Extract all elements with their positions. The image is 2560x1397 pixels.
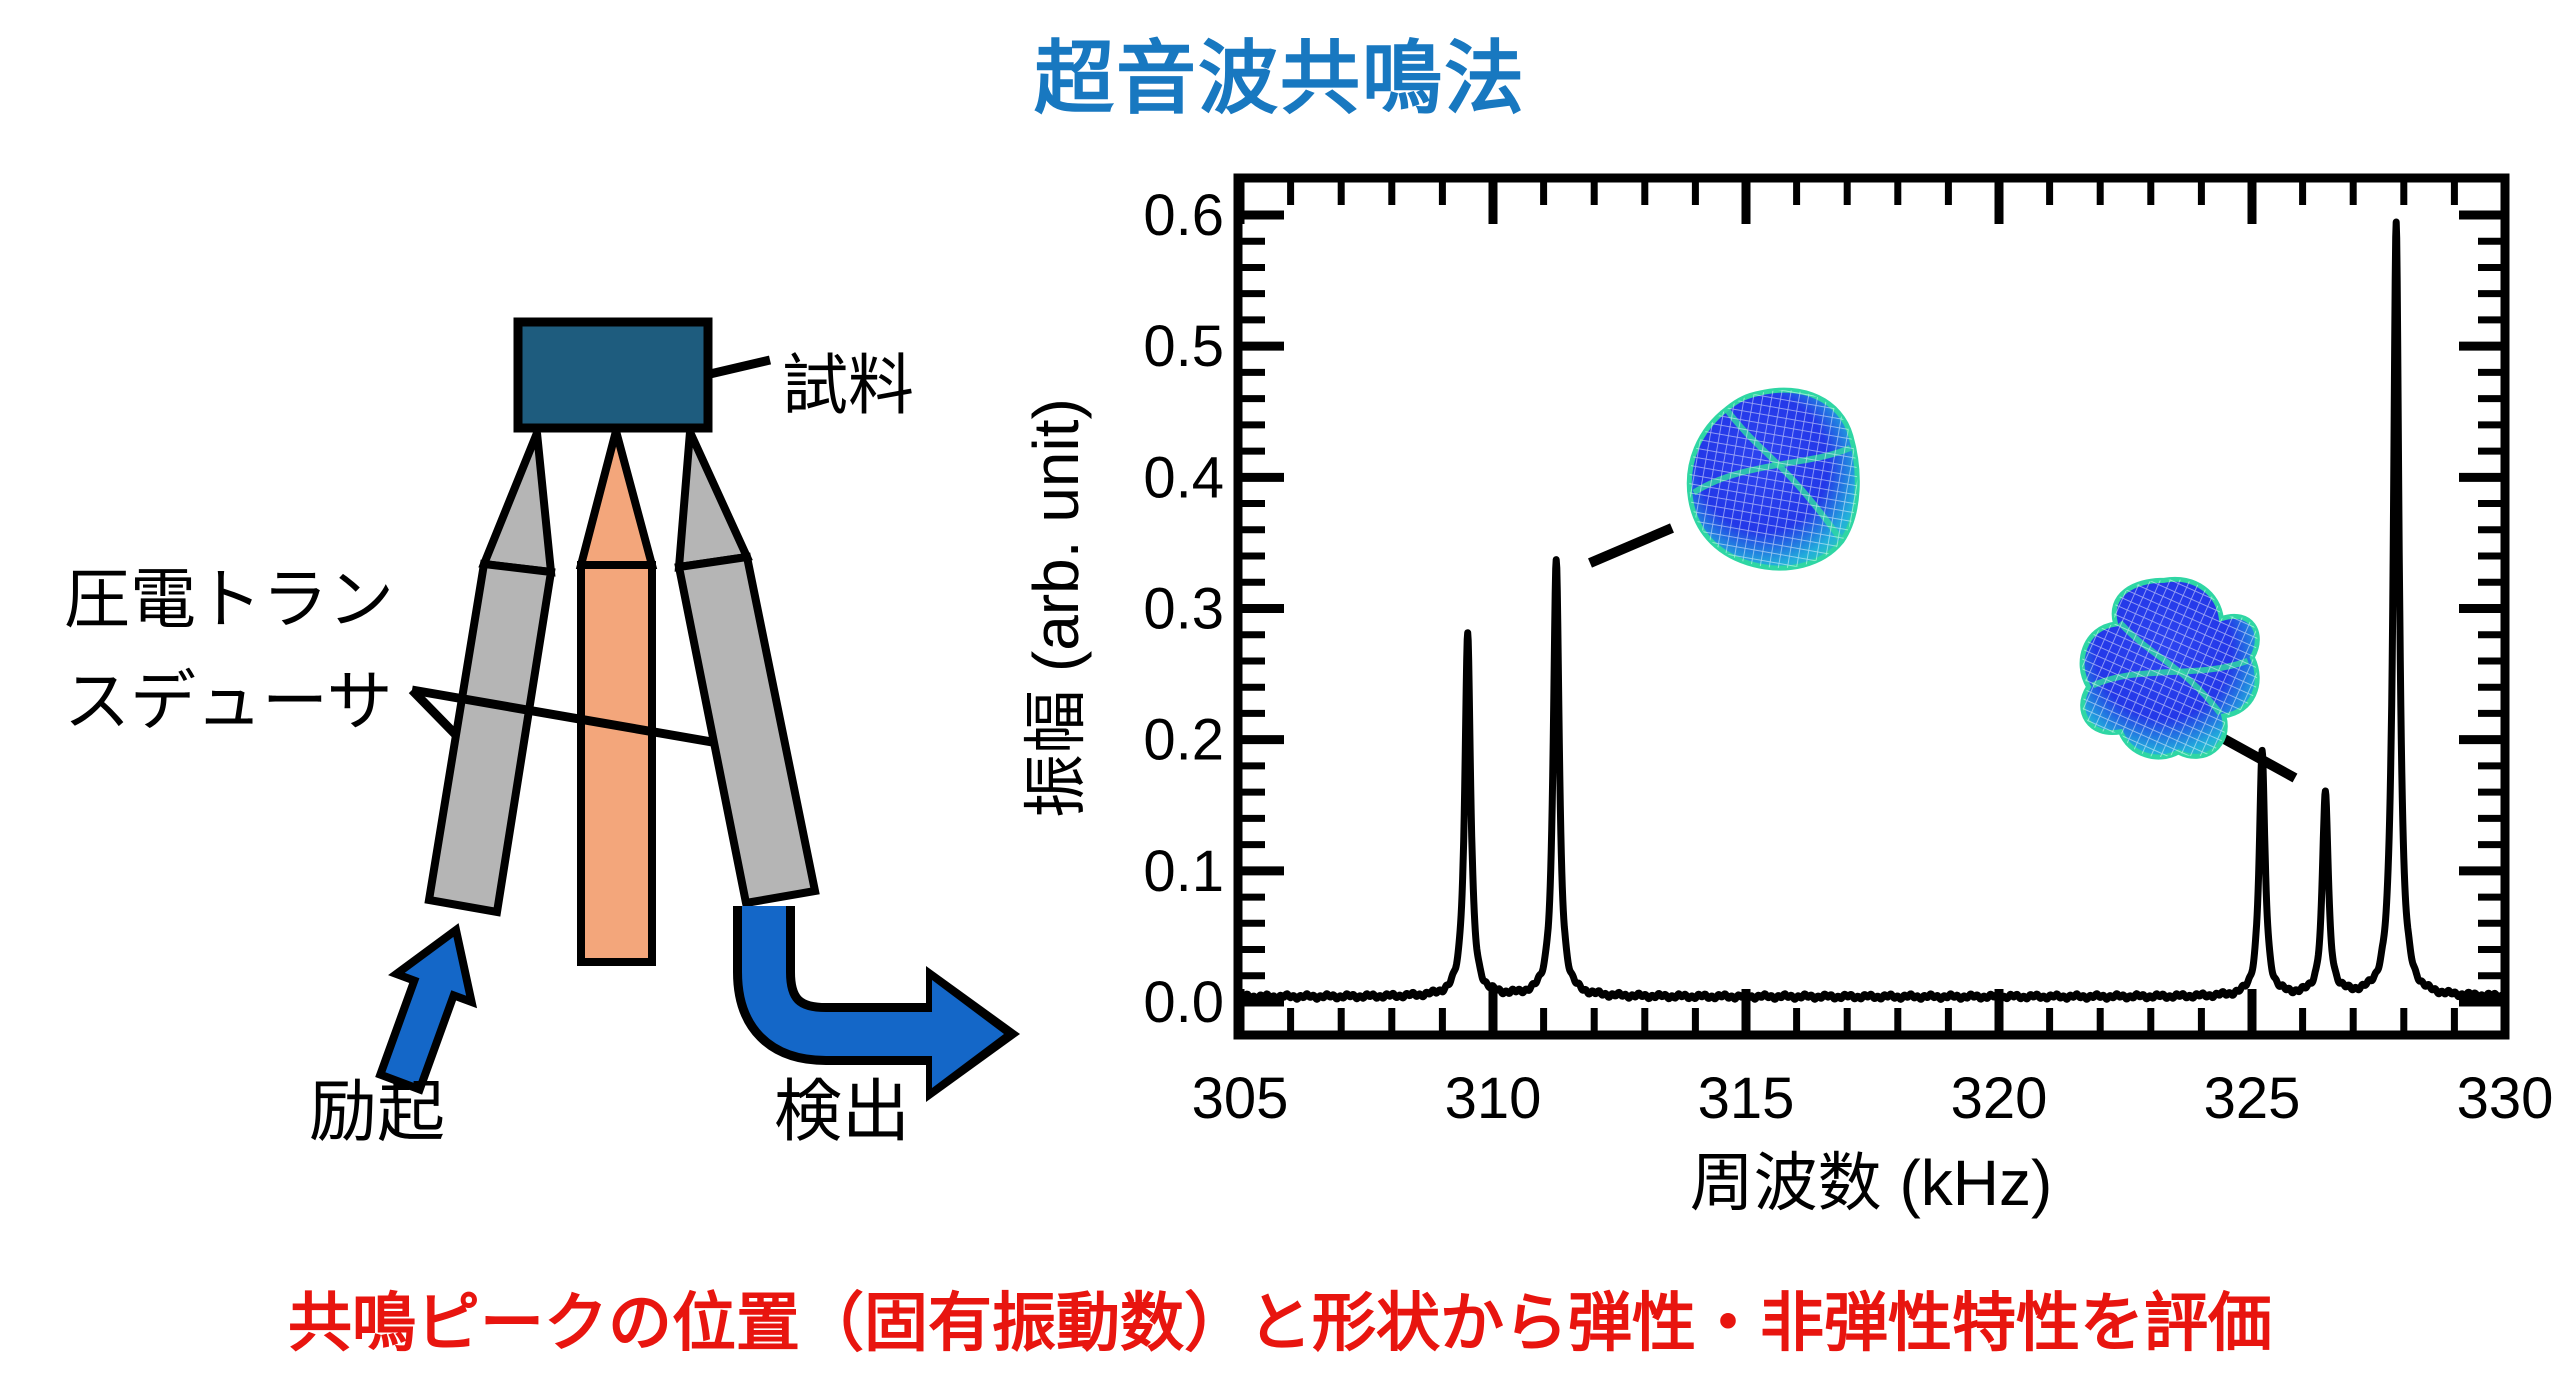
y-tick-label: 0.4 — [1143, 445, 1224, 510]
x-axis-title: 周波数 (kHz) — [1690, 1147, 2053, 1219]
x-tick-label: 305 — [1192, 1066, 1289, 1131]
transducer-pointer-line-2 — [411, 685, 713, 747]
x-tick-label: 330 — [2457, 1066, 2554, 1131]
mode-pointer-line-2 — [2214, 730, 2298, 783]
y-tick-label: 0.1 — [1143, 839, 1224, 904]
page-title: 超音波共鳴法 — [1034, 34, 1526, 123]
x-tick-label: 320 — [1951, 1066, 2048, 1131]
left-transducer-body — [424, 559, 556, 917]
spectrum-curve — [1238, 218, 2507, 1003]
y-tick-label: 0.2 — [1143, 708, 1224, 773]
transducer-label-line1: 圧電トラン — [64, 562, 394, 636]
sample-pointer-line — [708, 355, 772, 379]
y-axis-title: 振幅 (arb. unit) — [1020, 398, 1092, 818]
y-tick-label: 0.5 — [1143, 314, 1224, 379]
transducer-pointer-line-1 — [408, 686, 459, 738]
x-tick-label: 315 — [1698, 1066, 1795, 1131]
apparatus-diagram: 試料 圧電トラン スデューサ 励起 検出 — [64, 317, 1020, 1150]
transducer-label-line2: スデューサ — [64, 664, 393, 738]
y-tick-label: 0.6 — [1143, 183, 1224, 248]
mode-shape-2 — [2079, 576, 2260, 760]
excitation-arrow — [375, 923, 478, 1095]
mode-shape-mesh — [1689, 390, 1858, 569]
caption-text: 共鳴ピークの位置（固有振動数）と形状から弾性・非弾性特性を評価 — [288, 1287, 2272, 1359]
center-transducer-tip — [575, 415, 658, 569]
left-transducer-tip — [478, 431, 556, 577]
x-tick-label: 325 — [2204, 1066, 2301, 1131]
sample-label: 試料 — [782, 348, 914, 422]
center-transducer-body — [577, 561, 656, 966]
resonance-spectrum-chart: 振幅 (arb. unit) 周波数 (kHz) 305 310 315 320 325… — [1020, 173, 2554, 1219]
mode-shape-mesh — [2082, 579, 2258, 758]
y-tick-label: 0.3 — [1143, 576, 1224, 641]
x-tick-label: 310 — [1445, 1066, 1542, 1131]
y-tick-label: 0.0 — [1143, 970, 1224, 1035]
detection-arrowhead — [932, 980, 1004, 1088]
detection-label: 検出 — [774, 1074, 910, 1150]
detection-arrow-shaft — [742, 906, 936, 1056]
plot-box — [1233, 173, 2510, 1040]
right-transducer-tip — [674, 416, 753, 572]
excitation-label: 励起 — [309, 1074, 445, 1150]
right-transducer-body — [674, 552, 820, 908]
mode-pointer-line-1 — [1588, 523, 1674, 568]
mode-shape-1 — [1686, 387, 1860, 571]
sample-block — [513, 317, 713, 433]
